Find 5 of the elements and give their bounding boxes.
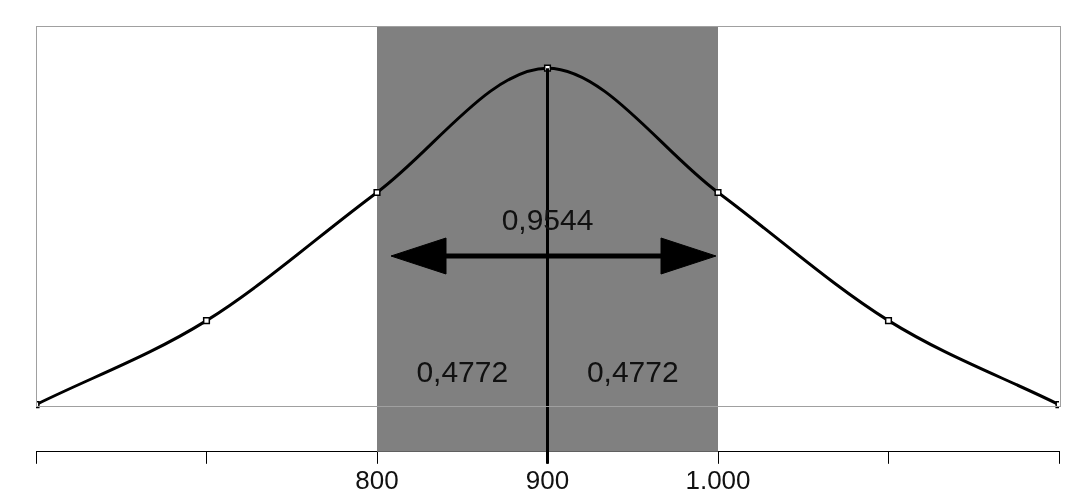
x-tick-label: 800: [355, 464, 399, 495]
x-tick-label: 900: [525, 464, 570, 495]
x-tick-label: 1.000: [685, 464, 751, 495]
annotation: 0,4772: [416, 355, 509, 389]
annotation: 0,4772: [586, 355, 679, 389]
